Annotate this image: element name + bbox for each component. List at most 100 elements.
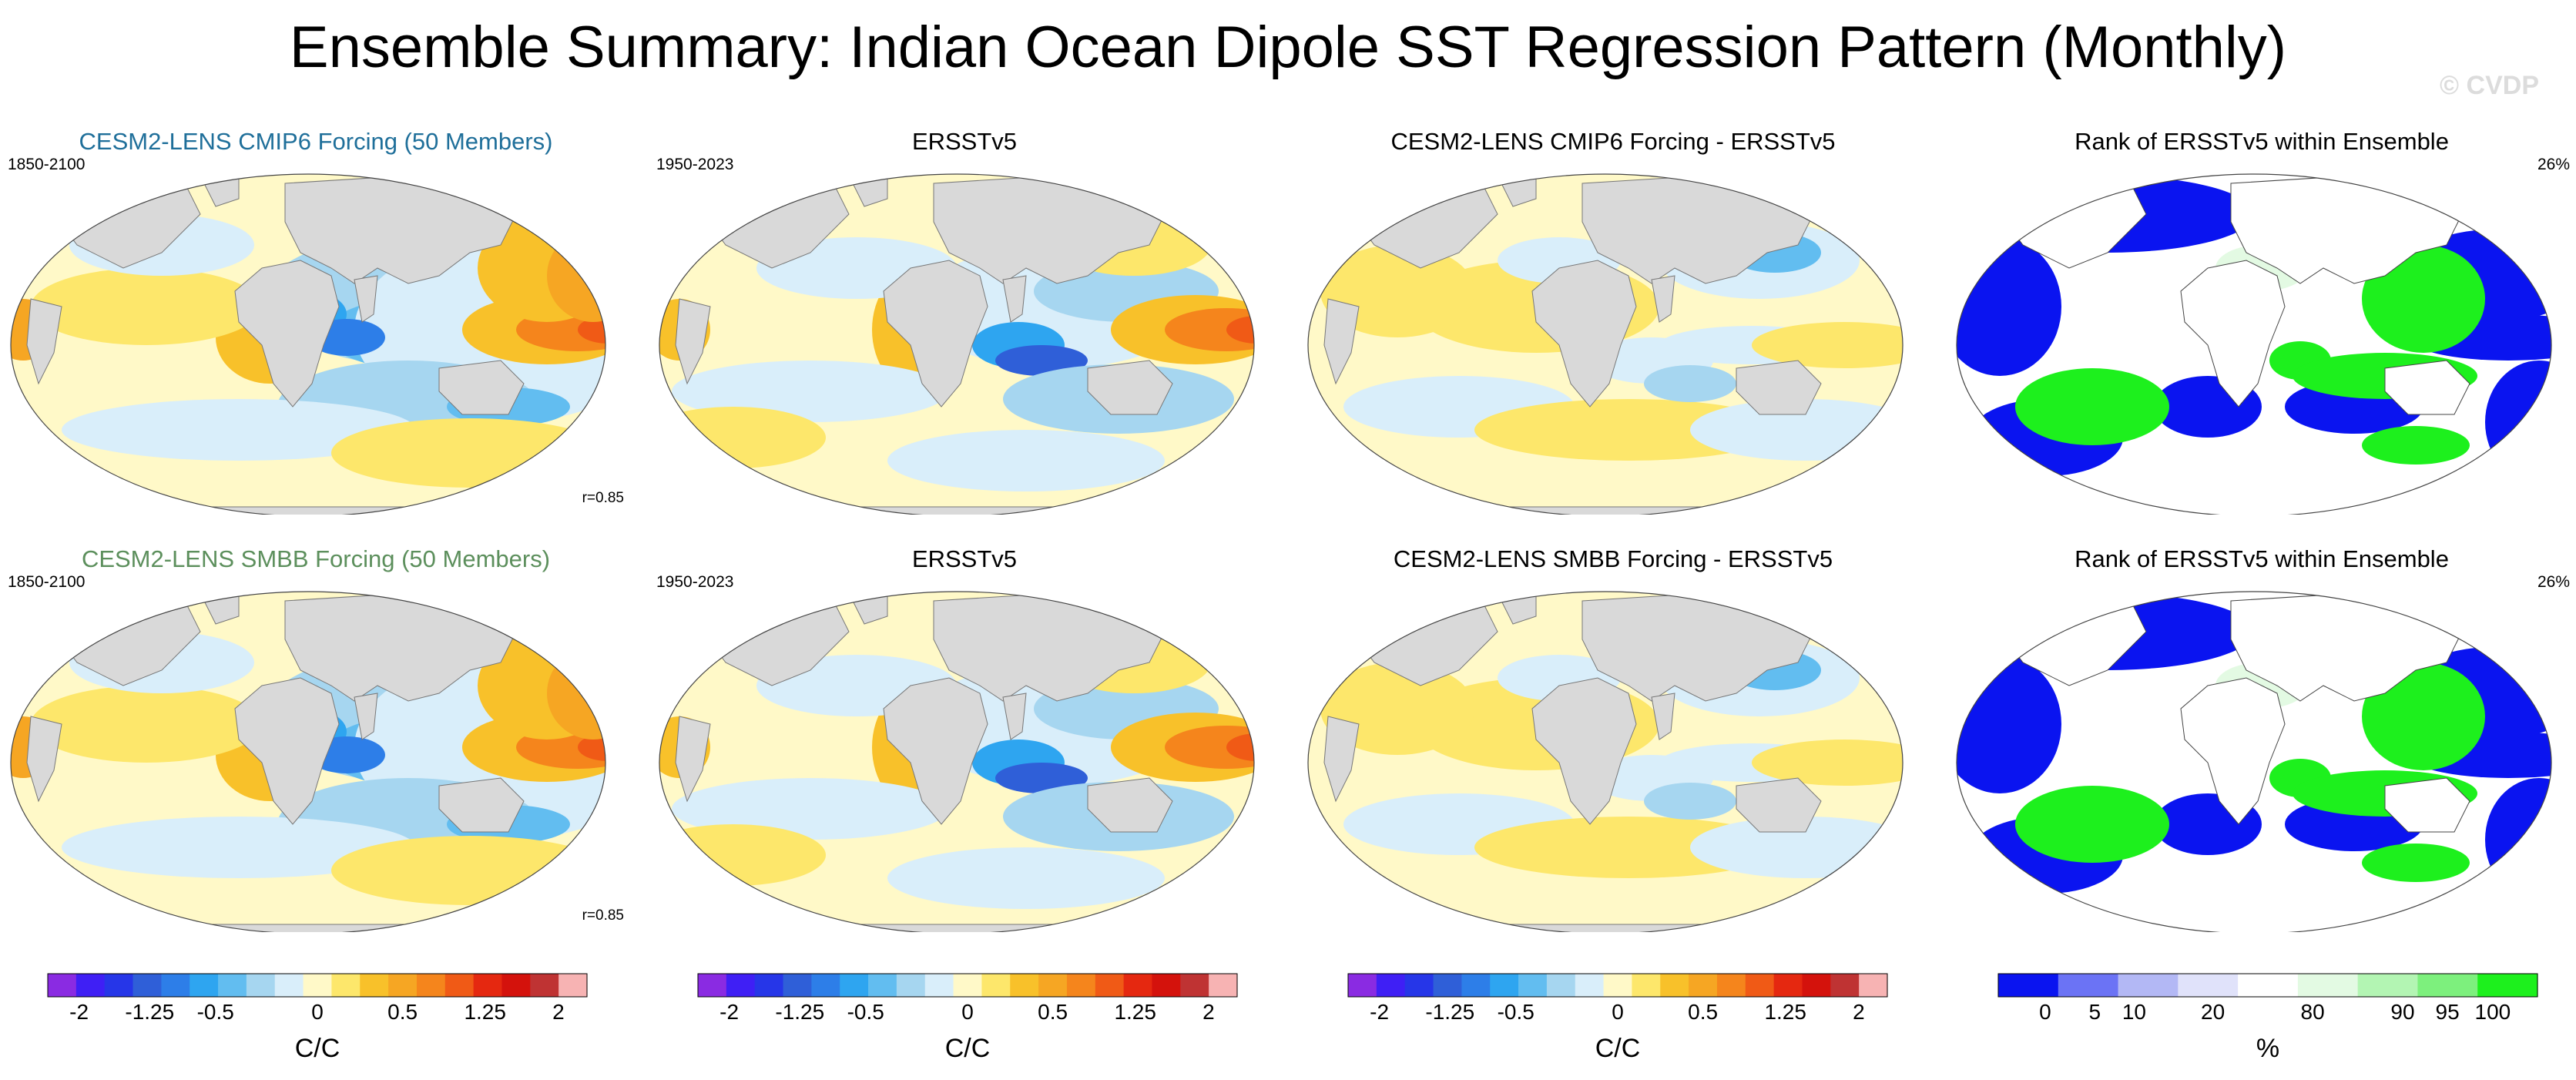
land-mass (1323, 716, 1360, 803)
sst-anomaly-region (887, 430, 1165, 491)
colorbar-tick-label: 90 (2390, 1000, 2415, 1024)
sst-anomaly-region (672, 778, 949, 840)
colorbar-swatch (303, 974, 333, 997)
map-outline (10, 591, 606, 932)
sst-anomaly-region (995, 345, 1088, 376)
copyright-watermark: © CVDP (2440, 71, 2539, 100)
panel-ersst-obs: ERSSTv5 1950-2023 (656, 128, 1273, 528)
panel-ersst-obs-2: ERSSTv5 1950-2023 (656, 545, 1273, 946)
colorbar-swatch (246, 974, 276, 997)
colorbar-swatch (190, 974, 219, 997)
land-mass (438, 777, 525, 833)
colorbar-tick-label: -2 (69, 1000, 89, 1024)
colorbar-swatch (811, 974, 840, 997)
map-sst-obs (659, 173, 1255, 515)
colorbar-swatch (840, 974, 869, 997)
land-mass (675, 298, 711, 385)
colorbar-tick-label: 0.5 (1688, 1000, 1719, 1024)
colorbar-swatch (896, 974, 926, 997)
colorbar-tick-label: -1.25 (1425, 1000, 1475, 1024)
panel-period: 1850-2100 (8, 156, 86, 173)
land-mass (1531, 260, 1637, 408)
colorbar-frame (47, 973, 588, 998)
colorbar-swatch (1038, 974, 1068, 997)
colorbar-swatch (2058, 974, 2119, 997)
land-mass (234, 260, 340, 408)
land-mass (354, 693, 378, 740)
sst-anomaly-region (1644, 365, 1736, 402)
land-mass (1087, 777, 1173, 833)
land-mass (1002, 693, 1027, 740)
colorbar-label: % (2256, 1034, 2280, 1063)
panel-title: CESM2-LENS SMBB Forcing (50 Members) (81, 545, 551, 572)
land-mass (675, 716, 711, 803)
sst-anomaly-region (1752, 740, 1903, 786)
map-sst-model (10, 591, 606, 932)
colorbar-swatch (2118, 974, 2179, 997)
panel-rank-cmip6: Rank of ERSSTv5 within Ensemble 26% (1954, 128, 2570, 528)
panel-title: CESM2-LENS SMBB Forcing - ERSSTv5 (1393, 545, 1833, 572)
land-mass (2384, 360, 2470, 415)
sst-anomaly-region (1226, 316, 1254, 344)
colorbar-swatch (360, 974, 389, 997)
colorbar-swatch (558, 974, 588, 997)
sst-anomaly-region (578, 316, 605, 344)
map-sst-difference (1307, 591, 1903, 932)
colorbar-tick-label: -0.5 (847, 1000, 884, 1024)
colorbar-swatch (1859, 974, 1888, 997)
panel-cmip6-model: CESM2-LENS CMIP6 Forcing (50 Members) 18… (8, 128, 624, 528)
land-mass (1736, 777, 1822, 833)
colorbar-swatch (698, 974, 727, 997)
panel-cmip6-difference: CESM2-LENS CMIP6 Forcing - ERSSTv5 (1305, 128, 1921, 528)
colorbar-swatch (1404, 974, 1434, 997)
map-outline (10, 173, 606, 515)
sst-anomaly-region (2362, 844, 2470, 882)
colorbar-rank: 0 5 10 20 80 90 95 100 % (1991, 972, 2545, 1080)
colorbar-swatch (1802, 974, 1831, 997)
colorbar-swatch (501, 974, 531, 997)
panel-period: 1950-2023 (656, 573, 734, 591)
colorbar-swatch (1010, 974, 1039, 997)
panel-title: ERSSTv5 (911, 545, 1018, 572)
land-mass (1736, 360, 1822, 415)
colorbar-swatch (530, 974, 559, 997)
colorbar-swatch (754, 974, 784, 997)
sst-anomaly-region (2362, 426, 2470, 465)
colorbar-swatch (132, 974, 162, 997)
land-mass (733, 506, 1196, 515)
colorbar-swatch (331, 974, 361, 997)
colorbar-swatch (388, 974, 418, 997)
panel-title: Rank of ERSSTv5 within Ensemble (2075, 128, 2449, 155)
colorbar-swatch (1546, 974, 1576, 997)
colorbar-swatch (953, 974, 983, 997)
colorbar-label: C/C (1595, 1034, 1641, 1063)
colorbar-sst-1: -2 -1.25 -0.5 0 0.5 1.25 2 C/C (40, 972, 595, 1080)
colorbar-tick-label: 0 (311, 1000, 324, 1024)
colorbar-swatch (1152, 974, 1181, 997)
sst-anomaly-region (1474, 399, 1783, 461)
colorbar-swatch (981, 974, 1011, 997)
colorbar-swatch (75, 974, 106, 997)
land-mass (84, 506, 548, 515)
colorbar-tick-label: 2 (1853, 1000, 1865, 1024)
colorbar-frame (1997, 973, 2538, 998)
colorbar-swatch (1095, 974, 1125, 997)
rank-percentage: 26% (2537, 573, 2570, 591)
map-sst-model (10, 173, 606, 515)
land-mass (1651, 275, 1675, 323)
land-mass (1381, 506, 1845, 515)
colorbar-label: C/C (294, 1034, 340, 1063)
map-outline (659, 173, 1255, 515)
colorbar-swatch (1603, 974, 1633, 997)
colorbar-swatches (47, 973, 588, 998)
panel-title: CESM2-LENS CMIP6 Forcing - ERSSTv5 (1390, 128, 1836, 155)
land-mass (1002, 275, 1027, 323)
sst-anomaly-region (672, 361, 949, 422)
sst-anomaly-region (31, 268, 262, 345)
colorbar-tick-label: 2 (1202, 1000, 1215, 1024)
land-mass (26, 716, 62, 803)
colorbar-sst-3: -2 -1.25 -0.5 0 0.5 1.25 2 C/C (1340, 972, 1895, 1080)
sst-anomaly-region (62, 817, 416, 878)
land-mass (883, 677, 988, 825)
land-mass (2384, 777, 2470, 833)
